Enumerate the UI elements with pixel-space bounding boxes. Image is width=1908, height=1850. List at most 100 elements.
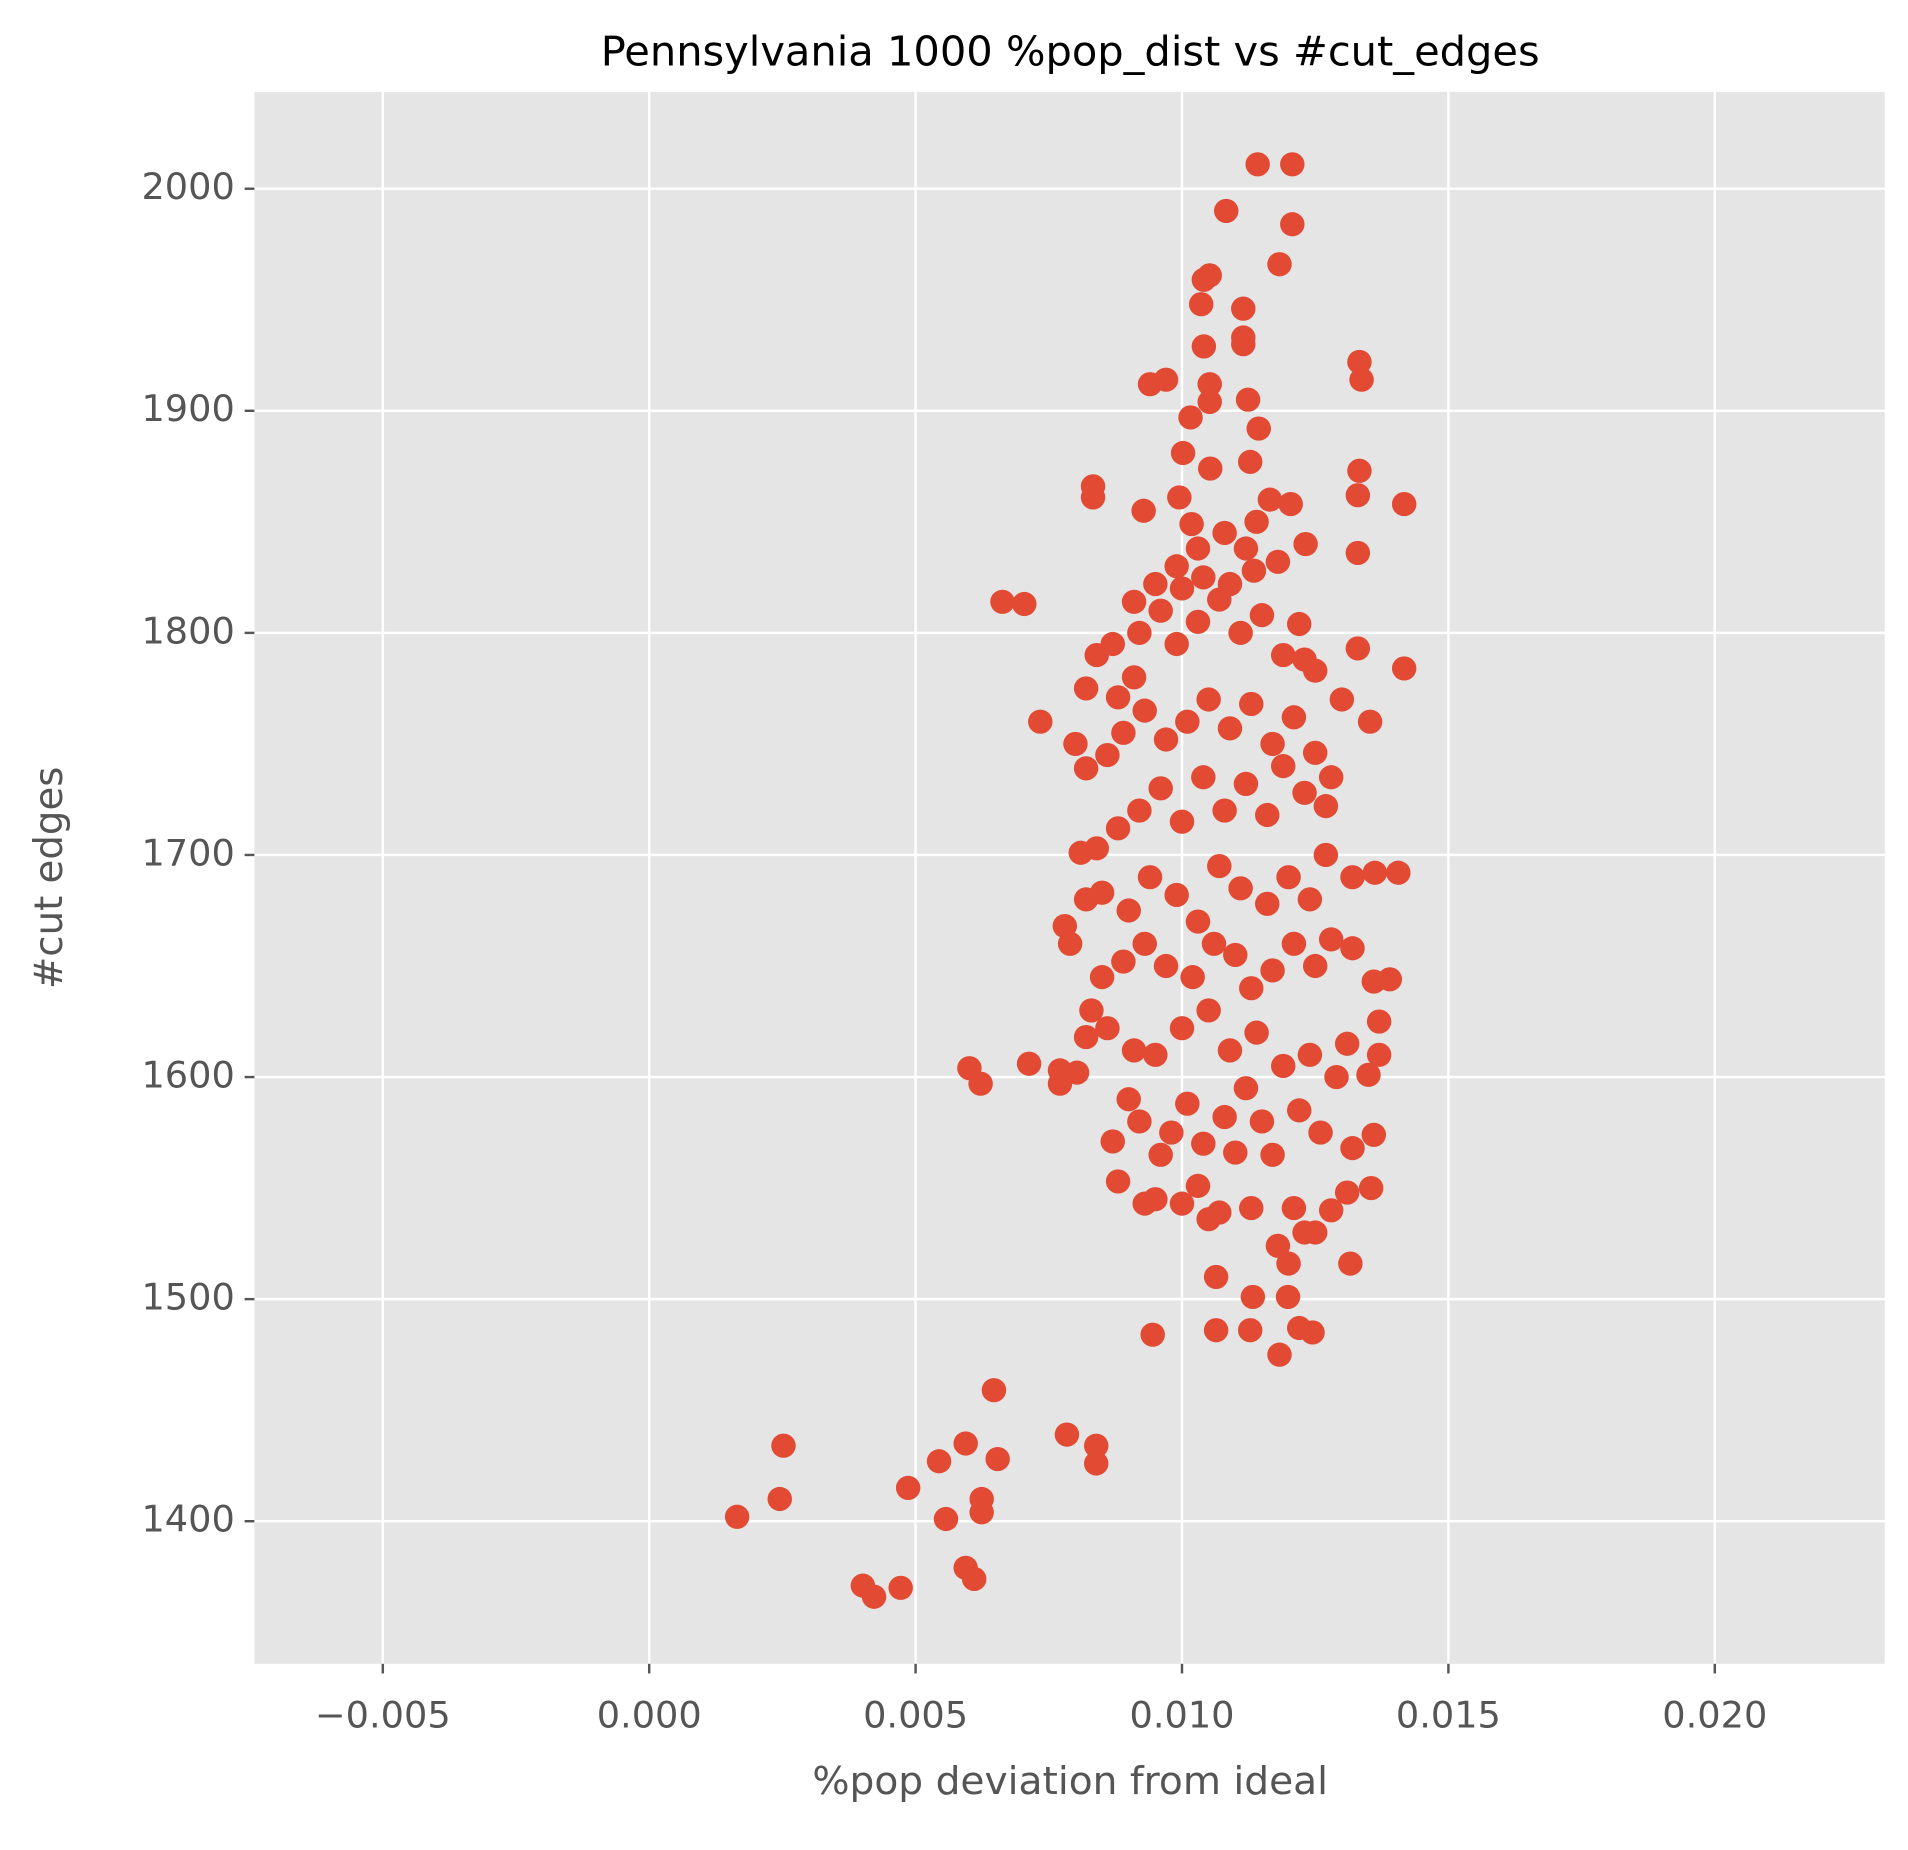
point — [1377, 967, 1403, 992]
y-tick-label: 1900 — [141, 387, 234, 430]
point — [1260, 1142, 1285, 1167]
point — [1054, 1422, 1080, 1447]
x-tick-label: 0.010 — [1130, 1694, 1235, 1737]
point — [968, 1071, 993, 1096]
point — [1255, 891, 1280, 916]
point — [1244, 509, 1269, 534]
point — [1302, 740, 1328, 765]
point — [985, 1446, 1010, 1472]
point — [1347, 349, 1372, 375]
point — [1179, 511, 1204, 537]
point — [1083, 1433, 1109, 1458]
point — [1271, 1053, 1296, 1079]
point — [1362, 860, 1388, 885]
point — [1257, 487, 1283, 512]
point — [1095, 742, 1120, 768]
point — [1391, 491, 1417, 517]
point — [1357, 709, 1383, 734]
point — [1212, 798, 1237, 823]
point — [1143, 1042, 1168, 1067]
point — [1148, 598, 1173, 623]
point — [1276, 1251, 1301, 1276]
point — [1100, 631, 1125, 657]
point — [1105, 685, 1131, 710]
point — [1212, 1104, 1237, 1130]
point — [1233, 536, 1259, 561]
point — [1297, 1042, 1323, 1067]
point — [1239, 976, 1264, 1001]
point — [1340, 936, 1365, 961]
point — [1137, 865, 1163, 890]
point — [1286, 611, 1312, 637]
point — [1164, 631, 1189, 657]
point — [1203, 1264, 1229, 1290]
point — [981, 1378, 1007, 1403]
point — [1271, 643, 1296, 668]
point — [953, 1431, 978, 1456]
point — [895, 1475, 921, 1500]
point — [1121, 589, 1147, 614]
point — [1340, 865, 1365, 890]
point — [888, 1575, 913, 1600]
point — [1198, 456, 1223, 481]
point — [1244, 1020, 1269, 1045]
point — [1223, 1140, 1248, 1165]
point — [1089, 965, 1115, 990]
point — [1318, 1198, 1344, 1223]
point — [1196, 998, 1221, 1023]
y-axis-label: #cut edges — [27, 767, 72, 990]
point — [1329, 687, 1355, 712]
point — [1153, 953, 1179, 979]
point — [1249, 1109, 1275, 1134]
point — [1293, 531, 1318, 557]
point — [1191, 334, 1217, 359]
point — [1143, 571, 1168, 597]
point — [1260, 958, 1285, 983]
point — [1140, 1322, 1165, 1347]
point — [1175, 1091, 1200, 1116]
point — [1318, 927, 1344, 952]
point — [1228, 876, 1253, 901]
point — [1265, 549, 1291, 574]
point — [1207, 1200, 1232, 1225]
point — [1231, 332, 1256, 357]
point — [1207, 853, 1232, 879]
chart-title: Pennsylvania 1000 %pop_dist vs #cut_edge… — [601, 28, 1540, 76]
point — [1213, 198, 1239, 224]
point — [1167, 485, 1192, 510]
point — [1334, 1031, 1360, 1056]
y-tick-label: 2000 — [141, 165, 234, 208]
point — [1131, 498, 1156, 523]
point — [1265, 1233, 1291, 1258]
point — [1338, 1251, 1363, 1276]
point — [1132, 698, 1157, 723]
point — [1286, 1098, 1312, 1123]
point — [1280, 212, 1305, 237]
point — [1185, 609, 1211, 634]
point — [1170, 440, 1196, 466]
point — [1235, 387, 1261, 412]
point — [961, 1566, 987, 1592]
point — [1201, 931, 1227, 956]
point — [1169, 1016, 1195, 1041]
point — [1241, 558, 1267, 583]
point — [1260, 731, 1285, 757]
y-tick-label: 1400 — [141, 1498, 234, 1541]
point — [1153, 727, 1179, 752]
point — [1281, 705, 1307, 730]
plot-area — [254, 91, 1885, 1664]
point — [1271, 754, 1296, 779]
point — [1080, 485, 1106, 510]
point — [1073, 676, 1099, 701]
point — [1228, 620, 1253, 645]
point — [1143, 1187, 1168, 1212]
point — [1169, 576, 1195, 601]
point — [861, 1584, 887, 1609]
point — [1169, 1191, 1195, 1216]
point — [1237, 1318, 1263, 1343]
point — [1302, 1220, 1328, 1245]
point — [1246, 416, 1271, 441]
point — [1185, 536, 1211, 561]
point — [1089, 880, 1115, 905]
point — [1356, 1062, 1381, 1087]
